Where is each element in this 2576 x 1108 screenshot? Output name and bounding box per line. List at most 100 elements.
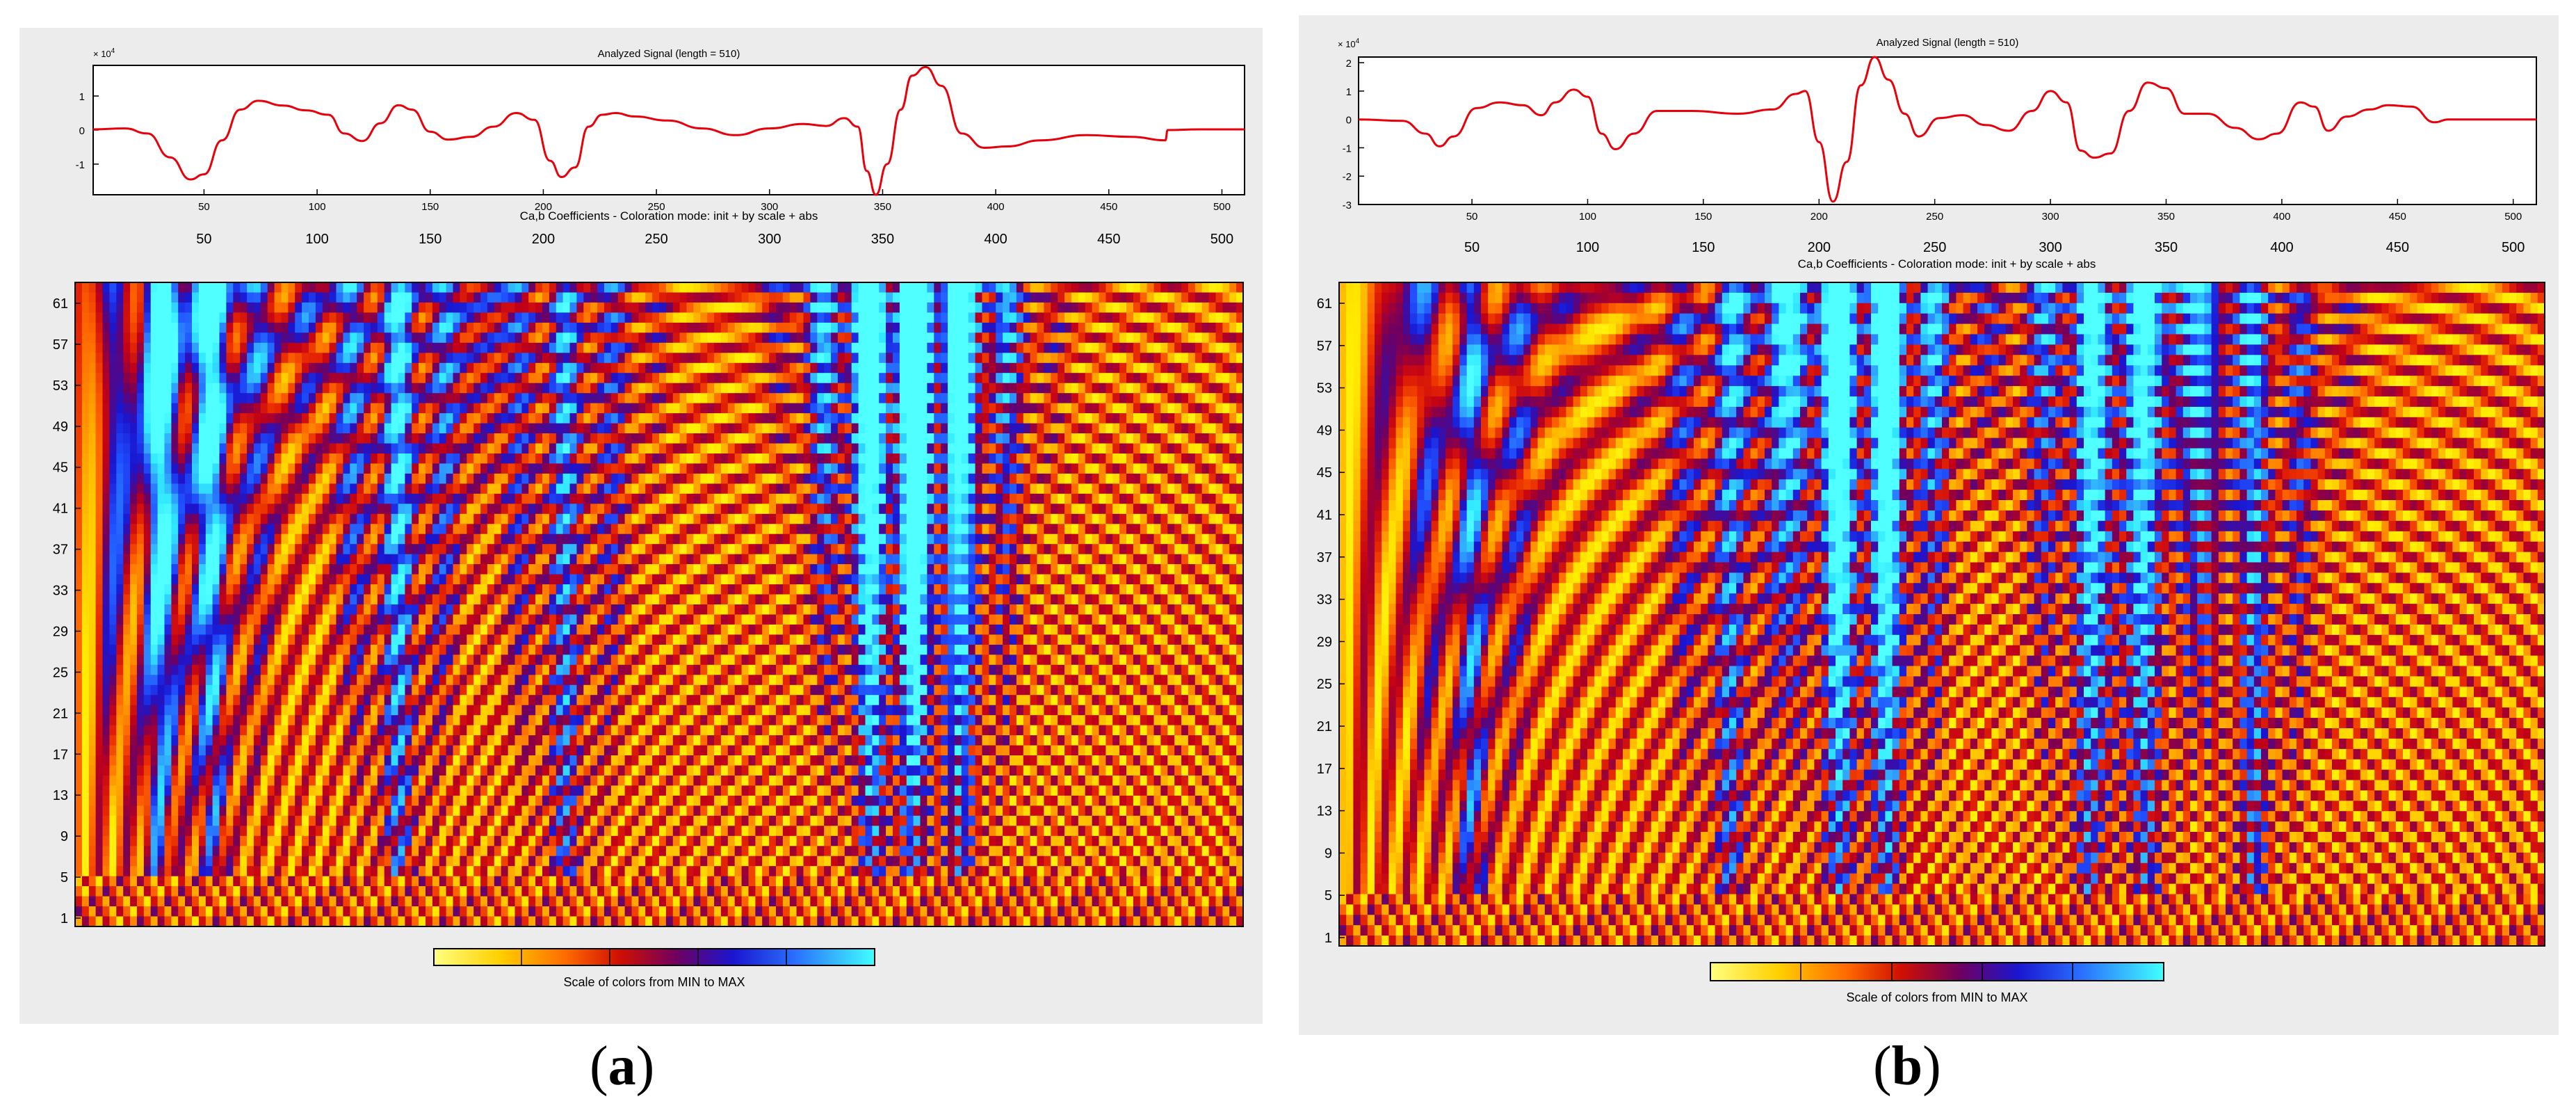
heatmap-cell	[727, 373, 736, 384]
heatmap-cell	[748, 373, 756, 384]
heatmap-cell	[364, 463, 371, 474]
heatmap-cell	[913, 413, 921, 424]
heatmap-cell	[748, 322, 756, 333]
heatmap-cell	[1112, 413, 1120, 424]
heatmap-cell	[720, 322, 729, 333]
heatmap-cell	[638, 483, 646, 495]
heatmap-cell	[412, 544, 419, 555]
heatmap-cell	[1071, 342, 1079, 353]
heatmap-cell	[927, 403, 934, 414]
heatmap-cell	[446, 322, 454, 333]
heatmap-cell	[426, 504, 433, 515]
heatmap-cell	[212, 393, 220, 404]
heatmap-cell	[398, 463, 405, 474]
heatmap-cell	[1058, 282, 1065, 294]
heatmap-cell	[1167, 504, 1175, 515]
heatmap-cell	[508, 373, 516, 384]
heatmap-cell	[1119, 373, 1127, 384]
heatmap-cell	[405, 483, 412, 495]
heatmap-cell	[102, 453, 110, 465]
heatmap-cell	[1105, 433, 1113, 444]
heatmap-cell	[233, 413, 241, 424]
heatmap-cell	[309, 554, 316, 565]
heatmap-cell	[948, 322, 955, 333]
heatmap-cell	[81, 473, 90, 484]
heatmap-cell	[645, 433, 653, 444]
heatmap-cell	[336, 403, 343, 414]
heatmap-cell	[494, 433, 502, 444]
heatmap-cell	[391, 322, 399, 333]
heatmap-cell	[412, 533, 419, 545]
heatmap-cell	[281, 353, 289, 364]
heatmap-cell	[1071, 504, 1079, 515]
heatmap-cell	[727, 302, 736, 313]
heatmap-cell	[260, 413, 268, 424]
heatmap-cell	[185, 403, 193, 414]
heatmap-cell	[941, 423, 948, 434]
heatmap-cell	[748, 524, 756, 535]
heatmap-cell	[652, 322, 660, 333]
heatmap-cell	[590, 332, 598, 344]
heatmap-cell	[274, 373, 282, 384]
heatmap-cell	[789, 423, 797, 434]
heatmap-cell	[357, 564, 364, 575]
heatmap-cell	[322, 533, 330, 545]
heatmap-cell	[143, 473, 152, 484]
heatmap-cell	[309, 353, 316, 364]
heatmap-cell	[102, 362, 110, 374]
heatmap-cell	[913, 493, 921, 504]
heatmap-cell	[879, 483, 886, 495]
heatmap-cell	[769, 533, 777, 545]
heatmap-cell	[748, 423, 756, 434]
heatmap-cell	[769, 413, 777, 424]
heatmap-cell	[95, 483, 104, 495]
heatmap-cell	[398, 373, 405, 384]
heatmap-cell	[789, 413, 797, 424]
heatmap-cell	[329, 554, 337, 565]
heatmap-cell	[240, 383, 248, 394]
heatmap-cell	[899, 443, 907, 454]
heatmap-cell	[872, 524, 880, 535]
heatmap-cell	[1188, 322, 1196, 333]
heatmap-cell	[95, 554, 104, 565]
heatmap-cell	[1051, 362, 1058, 374]
heatmap-cell	[817, 554, 825, 565]
exponent-label-a: × 104	[93, 47, 115, 59]
heatmap-cell	[899, 342, 907, 353]
heatmap-cell	[453, 554, 460, 565]
heatmap-cell	[1078, 564, 1086, 575]
heatmap-cell	[590, 292, 598, 303]
heatmap-cell	[851, 292, 859, 303]
heatmap-cell	[1105, 312, 1113, 323]
heatmap-cell	[384, 483, 392, 495]
heatmap-cell	[1030, 504, 1038, 515]
heatmap-cell	[913, 393, 921, 404]
heatmap-cell	[700, 373, 708, 384]
heatmap-cell	[274, 473, 282, 484]
heatmap-cell	[95, 413, 104, 424]
heatmap-cell	[741, 292, 750, 303]
heatmap-cell	[1167, 453, 1175, 465]
heatmap-cell	[515, 292, 522, 303]
heatmap-cell	[645, 413, 653, 424]
heatmap-cell	[136, 423, 145, 434]
heatmap-cell	[659, 403, 667, 414]
heatmap-cell	[219, 433, 227, 444]
heatmap-cell	[226, 463, 234, 474]
heatmap-cell	[384, 554, 392, 565]
heatmap-cell	[542, 564, 550, 575]
heatmap-cell	[1147, 393, 1155, 404]
heatmap-cell	[920, 544, 927, 555]
heatmap-cell	[343, 342, 350, 353]
heatmap-cell	[597, 413, 605, 424]
heatmap-cell	[81, 554, 90, 565]
heatmap-cell	[1188, 544, 1196, 555]
heatmap-cell	[1010, 453, 1017, 465]
heatmap-cell	[961, 322, 969, 333]
heatmap-cell	[679, 292, 688, 303]
heatmap-cell	[535, 513, 543, 524]
heatmap-cell	[672, 453, 681, 465]
heatmap-cell	[1215, 312, 1223, 323]
heatmap-cell	[1112, 533, 1120, 545]
heatmap-cell	[88, 383, 97, 394]
